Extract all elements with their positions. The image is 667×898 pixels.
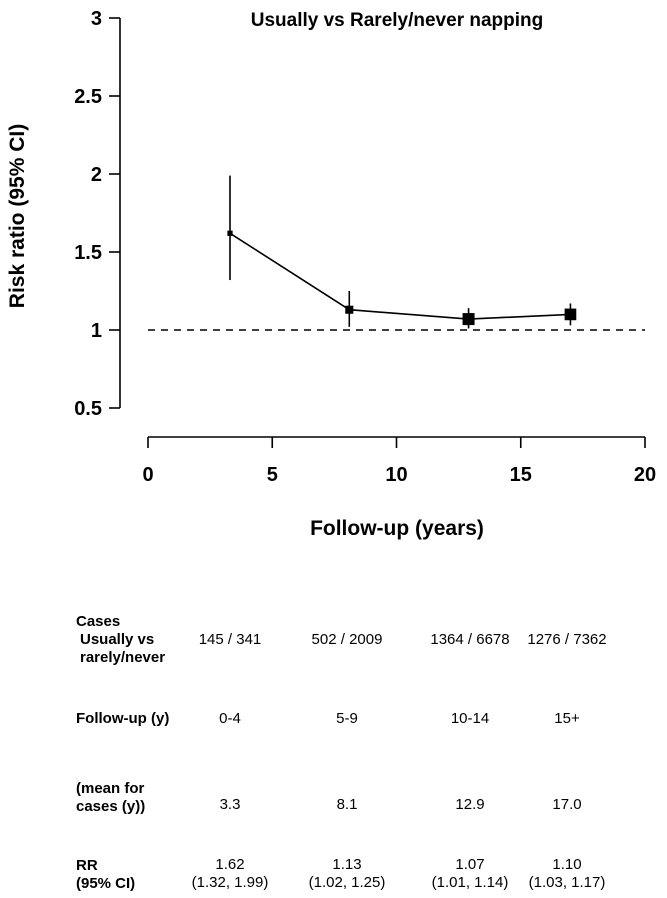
followup-cell: 5-9	[336, 710, 358, 727]
rr-cell: 1.07 (1.01, 1.14)	[431, 856, 509, 891]
rr-cell: 1.10 (1.03, 1.17)	[528, 856, 606, 891]
y-tick-label: 0.5	[74, 398, 102, 420]
followup-cell: 15+	[554, 710, 580, 727]
mean-row-label: (mean for cases (y))	[76, 780, 146, 815]
rr-row-label: RR (95% CI)	[76, 857, 136, 892]
cases-row-label: Cases Usually vs rarely/never	[76, 613, 166, 666]
x-axis-label: Follow-up (years)	[310, 517, 484, 540]
followup-cell: 0-4	[219, 710, 241, 727]
series-line	[229, 232, 571, 320]
rr-cell: 1.13 (1.02, 1.25)	[308, 856, 386, 891]
chart-title: Usually vs Rarely/never napping	[251, 10, 544, 31]
x-tick-label: 0	[142, 464, 153, 486]
point-marker	[345, 305, 354, 314]
point-marker	[462, 313, 475, 326]
followup-row-label: Follow-up (y)	[76, 710, 170, 727]
mean-cell: 17.0	[552, 796, 582, 813]
rr-cell: 1.62 (1.32, 1.99)	[191, 856, 269, 891]
data-marks	[227, 175, 577, 329]
x-tick-label: 20	[634, 464, 656, 486]
y-tick-label: 2	[91, 164, 102, 186]
x-axis: 0 5 10 15 20	[142, 436, 656, 486]
y-axis: 0.5 1 1.5 2 2.5 3	[74, 8, 121, 420]
y-tick-label: 3	[91, 8, 102, 30]
chart: Usually vs Rarely/never napping Risk rat…	[6, 8, 656, 540]
y-tick-label: 1	[91, 320, 102, 342]
cases-cell: 1276 / 7362	[527, 631, 607, 648]
y-tick-label: 1.5	[74, 242, 102, 264]
mean-cell: 12.9	[455, 796, 485, 813]
x-tick-label: 5	[267, 464, 278, 486]
y-tick-label: 2.5	[74, 86, 102, 108]
mean-cell: 8.1	[336, 796, 358, 813]
cases-cell: 1364 / 6678	[430, 631, 510, 648]
cases-cell: 145 / 341	[198, 631, 262, 648]
x-tick-label: 15	[510, 464, 532, 486]
point-marker	[564, 308, 577, 321]
cases-cell: 502 / 2009	[311, 631, 383, 648]
point-marker	[227, 230, 233, 236]
y-axis-label: Risk ratio (95% CI)	[6, 124, 29, 308]
mean-cell: 3.3	[219, 796, 241, 813]
followup-cell: 10-14	[450, 710, 490, 727]
x-tick-label: 10	[385, 464, 407, 486]
